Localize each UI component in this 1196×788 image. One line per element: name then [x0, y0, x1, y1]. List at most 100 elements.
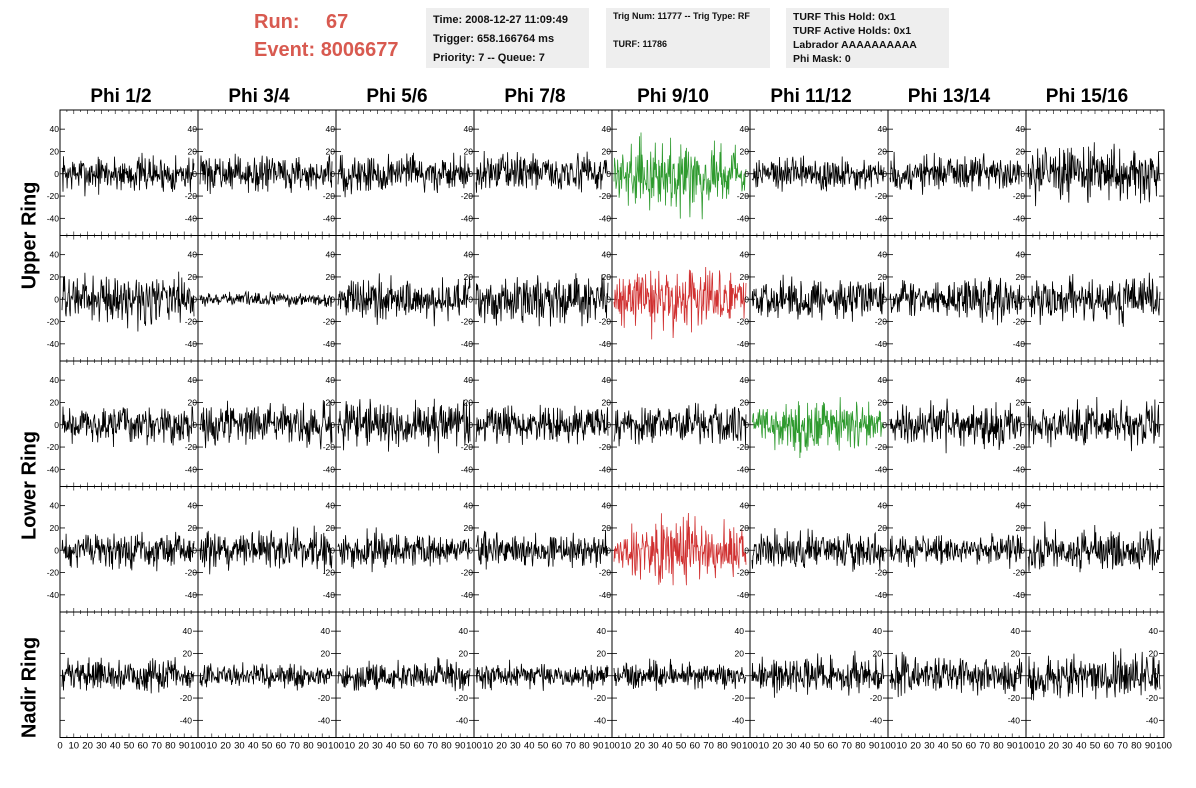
y-tick-label: -20	[47, 317, 60, 327]
trigger-info-box: Trig Num: 11777 -- Trig Type: RF TURF: 1…	[606, 8, 770, 68]
y-tick-label: -40	[1013, 590, 1026, 600]
y-tick-label: -20	[599, 568, 612, 578]
y-tick-label: 40	[188, 501, 198, 511]
y-tick-label: 40	[878, 250, 888, 260]
y-tick-label: -20	[461, 191, 474, 201]
y-tick-label: 0	[744, 294, 749, 304]
y-tick-label: 20	[326, 523, 336, 533]
x-tick-label: 50	[814, 741, 825, 752]
y-tick-label: -20	[1008, 693, 1021, 703]
turf-active-holds-text: TURF Active Holds: 0x1	[793, 25, 912, 37]
y-tick-label: -40	[461, 464, 474, 474]
y-tick-label: -40	[185, 590, 198, 600]
y-tick-label: 40	[1016, 124, 1026, 134]
y-tick-label: -40	[737, 339, 750, 349]
waveform-trace	[889, 533, 1023, 569]
y-tick-label: -40	[318, 715, 331, 725]
y-tick-label: 40	[1016, 250, 1026, 260]
y-tick-label: 20	[188, 523, 198, 533]
x-tick-label: 90	[179, 741, 190, 752]
waveform-trace	[337, 657, 471, 692]
column-header-phi-13-14: Phi 13/14	[907, 86, 991, 107]
y-tick-label: -40	[737, 213, 750, 223]
y-tick-label: -20	[1146, 693, 1159, 703]
y-tick-label: -40	[1146, 715, 1159, 725]
y-tick-label: 20	[50, 523, 60, 533]
y-tick-label: 40	[735, 626, 745, 636]
column-header-phi-9-10: Phi 9/10	[637, 86, 709, 107]
y-tick-label: 0	[330, 545, 335, 555]
y-tick-label: -40	[185, 339, 198, 349]
y-tick-label: 20	[50, 272, 60, 282]
y-tick-label: 20	[464, 397, 474, 407]
x-tick-label: 60	[276, 741, 287, 752]
y-tick-label: 0	[192, 545, 197, 555]
y-tick-label: 40	[464, 124, 474, 134]
panel-frame	[335, 235, 475, 362]
y-tick-label: -40	[594, 715, 607, 725]
y-tick-label: -20	[180, 693, 193, 703]
y-tick-label: 40	[878, 501, 888, 511]
x-tick-label: 50	[262, 741, 273, 752]
y-tick-label: 40	[464, 375, 474, 385]
x-tick-label: 100	[328, 741, 344, 752]
x-tick-label: 100	[880, 741, 896, 752]
y-tick-label: 0	[882, 420, 887, 430]
x-tick-label: 70	[703, 741, 714, 752]
x-tick-label: 90	[593, 741, 604, 752]
y-tick-label: 0	[192, 169, 197, 179]
waveform-trace	[889, 151, 1023, 195]
waveform-trace	[475, 529, 609, 570]
waveform-trace	[613, 658, 746, 691]
y-tick-label: -40	[323, 590, 336, 600]
x-tick-label: 50	[400, 741, 411, 752]
x-tick-label: 20	[358, 741, 369, 752]
y-tick-label: -40	[461, 590, 474, 600]
y-tick-label: -40	[737, 590, 750, 600]
y-tick-label: 20	[183, 648, 193, 658]
waveform-trace	[337, 152, 471, 198]
y-tick-label: 0	[1020, 420, 1025, 430]
x-tick-label: 80	[303, 741, 314, 752]
y-tick-label: 20	[1011, 648, 1021, 658]
y-tick-label: 20	[740, 146, 750, 156]
y-tick-label: 40	[602, 250, 612, 260]
y-tick-label: 0	[739, 671, 744, 681]
x-tick-label: 30	[234, 741, 245, 752]
y-tick-label: 0	[1020, 545, 1025, 555]
y-tick-label: -40	[599, 339, 612, 349]
y-tick-label: -20	[875, 317, 888, 327]
waveform-trace	[889, 651, 1023, 698]
waveform-trace	[613, 402, 747, 447]
waveform-trace	[1027, 142, 1161, 207]
x-tick-label: 50	[538, 741, 549, 752]
y-tick-label: -20	[461, 317, 474, 327]
waveform-trace	[751, 155, 885, 192]
waveform-trace	[613, 266, 747, 340]
x-tick-label: 60	[138, 741, 149, 752]
y-tick-label: 40	[1011, 626, 1021, 636]
x-tick-label: 80	[1131, 741, 1142, 752]
y-tick-label: 0	[882, 545, 887, 555]
x-tick-label: 50	[1090, 741, 1101, 752]
x-tick-label: 80	[579, 741, 590, 752]
y-tick-label: -20	[185, 442, 198, 452]
waveform-trace	[1027, 272, 1161, 327]
y-tick-label: 40	[50, 375, 60, 385]
waveform-trace	[613, 132, 747, 220]
y-tick-label: 40	[1149, 626, 1159, 636]
y-tick-label: -20	[737, 191, 750, 201]
y-tick-label: -20	[185, 317, 198, 327]
x-tick-label: 40	[662, 741, 673, 752]
y-tick-label: -20	[185, 568, 198, 578]
y-tick-label: -20	[318, 693, 331, 703]
x-tick-label: 30	[372, 741, 383, 752]
run-value: 67	[326, 11, 349, 33]
waveform-trace	[61, 531, 195, 572]
waveform-trace	[61, 271, 195, 332]
y-tick-label: -20	[599, 191, 612, 201]
x-tick-label: 10	[483, 741, 494, 752]
y-tick-label: -40	[323, 213, 336, 223]
y-tick-label: 0	[463, 671, 468, 681]
y-tick-label: -20	[461, 442, 474, 452]
